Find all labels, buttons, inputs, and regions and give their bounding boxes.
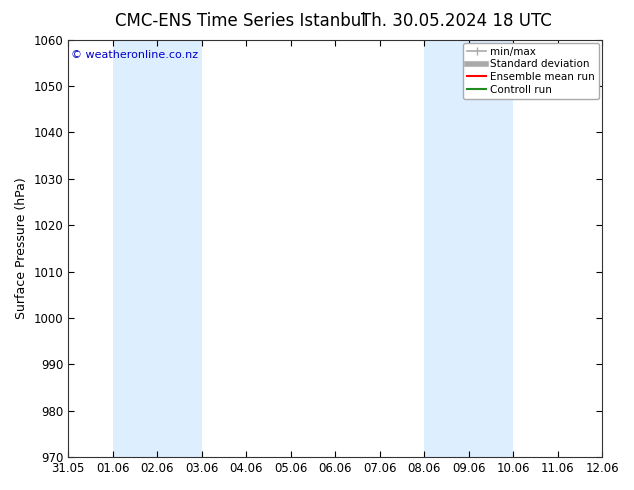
Bar xyxy=(602,40,634,457)
Bar xyxy=(113,40,157,457)
Bar xyxy=(157,40,202,457)
Bar xyxy=(424,40,469,457)
Text: CMC-ENS Time Series Istanbul: CMC-ENS Time Series Istanbul xyxy=(115,12,366,30)
Legend: min/max, Standard deviation, Ensemble mean run, Controll run: min/max, Standard deviation, Ensemble me… xyxy=(463,43,599,99)
Y-axis label: Surface Pressure (hPa): Surface Pressure (hPa) xyxy=(15,177,28,319)
Text: Th. 30.05.2024 18 UTC: Th. 30.05.2024 18 UTC xyxy=(361,12,552,30)
Bar xyxy=(469,40,513,457)
Text: © weatheronline.co.nz: © weatheronline.co.nz xyxy=(71,50,198,60)
